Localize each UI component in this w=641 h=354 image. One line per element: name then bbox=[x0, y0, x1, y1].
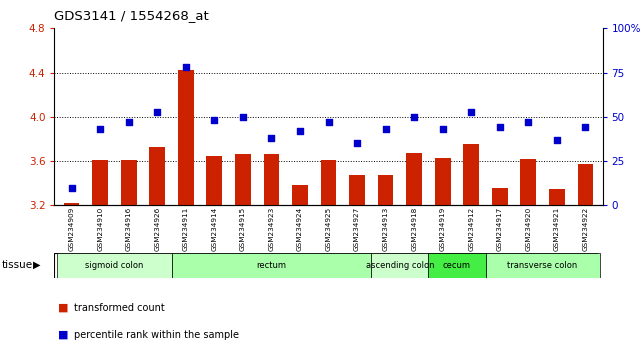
Text: GSM234923: GSM234923 bbox=[269, 207, 274, 251]
Bar bbox=[435, 158, 451, 205]
Point bbox=[381, 126, 391, 132]
Text: ■: ■ bbox=[58, 330, 68, 339]
Bar bbox=[578, 164, 594, 205]
Text: transformed count: transformed count bbox=[74, 303, 165, 313]
Bar bbox=[263, 154, 279, 205]
Text: GSM234909: GSM234909 bbox=[69, 207, 74, 251]
Point bbox=[438, 126, 448, 132]
Text: GSM234917: GSM234917 bbox=[497, 207, 503, 251]
Text: GSM234916: GSM234916 bbox=[126, 207, 131, 251]
Point bbox=[552, 137, 562, 143]
Point bbox=[495, 125, 505, 130]
Bar bbox=[485, 253, 600, 278]
Point bbox=[238, 114, 248, 120]
Text: GSM234925: GSM234925 bbox=[326, 207, 331, 251]
Text: GSM234927: GSM234927 bbox=[354, 207, 360, 251]
Text: GSM234922: GSM234922 bbox=[583, 207, 588, 251]
Bar bbox=[57, 253, 172, 278]
Text: GDS3141 / 1554268_at: GDS3141 / 1554268_at bbox=[54, 9, 209, 22]
Bar bbox=[63, 203, 79, 205]
Point bbox=[95, 126, 105, 132]
Text: GSM234919: GSM234919 bbox=[440, 207, 445, 251]
Point bbox=[580, 125, 590, 130]
Text: rectum: rectum bbox=[256, 261, 287, 270]
Point bbox=[352, 141, 362, 146]
Text: GSM234913: GSM234913 bbox=[383, 207, 388, 251]
Bar bbox=[406, 153, 422, 205]
Text: tissue: tissue bbox=[1, 260, 33, 270]
Text: GSM234912: GSM234912 bbox=[468, 207, 474, 251]
Point bbox=[181, 64, 191, 70]
Bar bbox=[428, 253, 485, 278]
Text: ascending colon: ascending colon bbox=[365, 261, 434, 270]
Bar bbox=[149, 147, 165, 205]
Text: GSM234924: GSM234924 bbox=[297, 207, 303, 251]
Point bbox=[295, 128, 305, 134]
Text: ▶: ▶ bbox=[33, 260, 41, 270]
Point bbox=[124, 119, 134, 125]
Text: GSM234910: GSM234910 bbox=[97, 207, 103, 251]
Bar bbox=[178, 70, 194, 205]
Text: percentile rank within the sample: percentile rank within the sample bbox=[74, 330, 238, 339]
Bar bbox=[235, 154, 251, 205]
Text: GSM234918: GSM234918 bbox=[411, 207, 417, 251]
Text: transverse colon: transverse colon bbox=[508, 261, 578, 270]
Point bbox=[209, 118, 219, 123]
Point bbox=[152, 109, 162, 114]
Bar bbox=[206, 155, 222, 205]
Text: GSM234921: GSM234921 bbox=[554, 207, 560, 251]
Bar bbox=[349, 176, 365, 205]
Text: GSM234920: GSM234920 bbox=[526, 207, 531, 251]
Bar bbox=[320, 160, 337, 205]
Bar bbox=[121, 160, 137, 205]
Point bbox=[466, 109, 476, 114]
Text: ■: ■ bbox=[58, 303, 68, 313]
Text: GSM234914: GSM234914 bbox=[212, 207, 217, 251]
Bar bbox=[549, 189, 565, 205]
Bar bbox=[371, 253, 428, 278]
Point bbox=[409, 114, 419, 120]
Point bbox=[266, 135, 276, 141]
Bar bbox=[292, 185, 308, 205]
Point bbox=[523, 119, 533, 125]
Text: sigmoid colon: sigmoid colon bbox=[85, 261, 144, 270]
Point bbox=[67, 185, 77, 190]
Bar bbox=[463, 144, 479, 205]
Point bbox=[323, 119, 333, 125]
Text: GSM234915: GSM234915 bbox=[240, 207, 246, 251]
Bar bbox=[92, 160, 108, 205]
Bar bbox=[492, 188, 508, 205]
Text: GSM234926: GSM234926 bbox=[154, 207, 160, 251]
Bar bbox=[520, 159, 536, 205]
Text: GSM234911: GSM234911 bbox=[183, 207, 189, 251]
Text: cecum: cecum bbox=[443, 261, 471, 270]
Bar bbox=[172, 253, 371, 278]
Bar bbox=[378, 176, 394, 205]
